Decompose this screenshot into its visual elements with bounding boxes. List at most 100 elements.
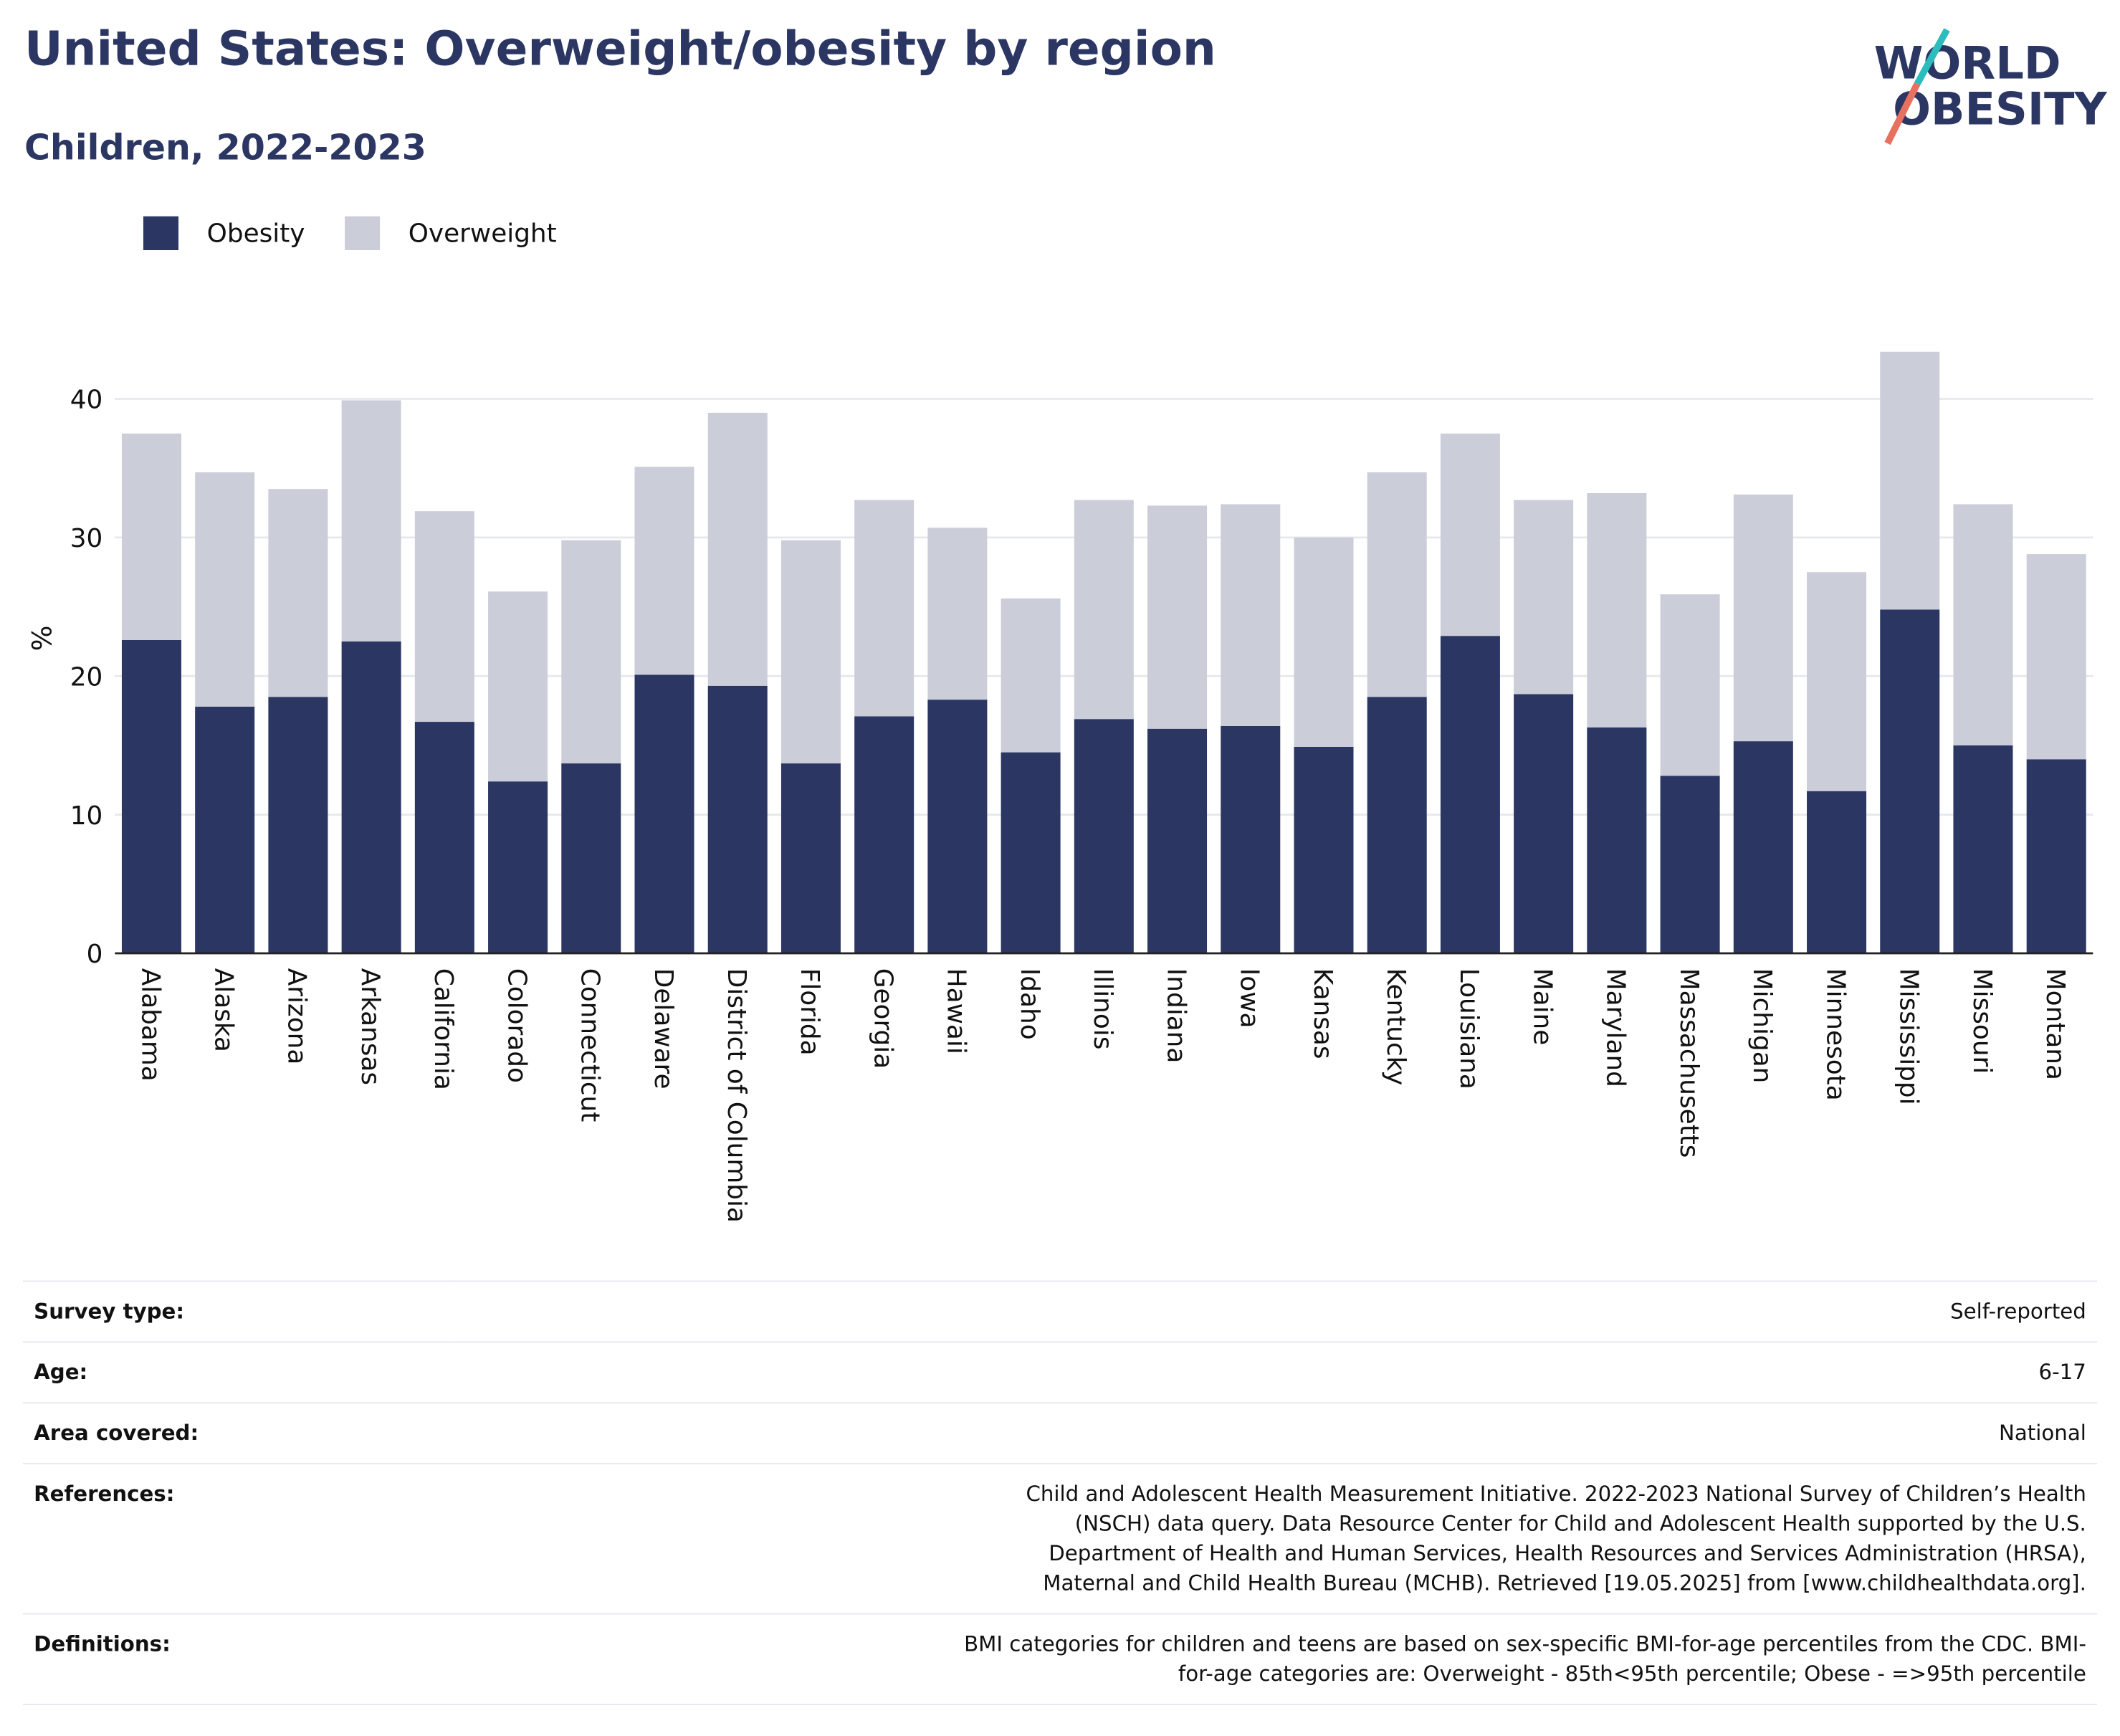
y-tick-label: 10 [70, 801, 103, 831]
y-tick-label: 30 [70, 524, 103, 553]
bar-segment [1001, 752, 1061, 953]
x-tick-label: Maine [1527, 968, 1557, 1046]
bar-segment [2026, 554, 2086, 760]
info-row: Age: 6-17 [23, 1341, 2097, 1404]
info-row: Definitions: BMI categories for children … [23, 1613, 2097, 1705]
info-table: Survey type: Self-reported Age: 6-17 Area co… [23, 1280, 2097, 1705]
info-row: Area covered: National [23, 1402, 2097, 1465]
bar-segment [1440, 636, 1500, 953]
bar-segment [927, 700, 988, 953]
x-tick-label: Mississippi [1894, 968, 1924, 1105]
bar-segment [341, 400, 401, 642]
bar-segment [341, 641, 401, 953]
bar-segment [1367, 472, 1427, 697]
bar-segment [1221, 504, 1281, 726]
bar-segment [1294, 746, 1354, 953]
chart-title: United States: Overweight/obesity by reg… [24, 22, 1216, 77]
info-label: Definitions: [23, 1613, 451, 1705]
x-tick-label: District of Columbia [722, 968, 751, 1223]
bar-segment [854, 716, 915, 953]
bar-segment [1001, 598, 1061, 753]
bar-segment [1440, 433, 1500, 636]
bar-segment [1587, 727, 1647, 953]
x-tick-label: California [429, 968, 458, 1090]
bar-segment [195, 472, 255, 707]
x-tick-label: Louisiana [1454, 968, 1484, 1089]
bar-segment [1733, 741, 1793, 953]
x-tick-label: Alabama [135, 968, 165, 1082]
x-tick-label: Kansas [1308, 968, 1337, 1059]
x-tick-label: Hawaii [942, 968, 971, 1054]
x-tick-label: Montana [2040, 968, 2070, 1080]
x-tick-label: Idaho [1015, 968, 1044, 1040]
bar-segment [707, 685, 768, 953]
info-value: BMI categories for children and teens ar… [450, 1613, 2097, 1705]
bar-segment [1953, 504, 2013, 745]
info-value: 6-17 [450, 1341, 2097, 1404]
x-tick-label: Colorado [502, 968, 531, 1083]
info-value: Child and Adolescent Health Measurement … [450, 1463, 2097, 1615]
x-tick-label: Michigan [1747, 968, 1777, 1084]
bar-segment [488, 781, 548, 953]
bar-segment [1880, 609, 1940, 953]
logo-slash-top [1914, 28, 1950, 86]
x-tick-label: Illinois [1088, 968, 1117, 1050]
bar-segment [634, 467, 694, 675]
bar-segment [414, 722, 474, 953]
x-tick-label: Minnesota [1820, 968, 1850, 1101]
bar-segment [2026, 759, 2086, 953]
bar-segment [854, 500, 915, 717]
bar-segment [634, 674, 694, 953]
legend-label: Obesity [207, 219, 305, 249]
bar-segment [1074, 500, 1134, 720]
bar-segment [1733, 494, 1793, 742]
x-tick-label: Connecticut [576, 968, 605, 1122]
legend-swatch [345, 216, 381, 251]
y-tick-label: 20 [70, 662, 103, 692]
bar-segment [414, 511, 474, 722]
info-value: Self-reported [450, 1280, 2097, 1343]
info-row: References: Child and Adolescent Health M… [23, 1463, 2097, 1615]
bar-segment [1660, 776, 1720, 953]
bar-segment [1807, 791, 1867, 953]
x-tick-label: Iowa [1235, 968, 1264, 1029]
bar-segment [1807, 572, 1867, 791]
logo-line2: OBESITY [1893, 83, 2107, 135]
chart: United States: Overweight/obesity by reg… [24, 22, 2107, 1223]
bar-segment [268, 489, 328, 697]
logo-line1: WORLD [1874, 37, 2061, 89]
x-tick-label: Georgia [868, 968, 897, 1069]
bar-segment [121, 639, 181, 953]
x-tick-label: Arizona [282, 968, 312, 1065]
bar-segment [780, 540, 841, 764]
bar-segment [121, 433, 181, 640]
chart-subtitle: Children, 2022-2023 [24, 127, 426, 168]
bar-segment [1147, 728, 1208, 953]
x-tick-label: Maryland [1601, 968, 1630, 1087]
y-tick-label: 0 [87, 940, 103, 969]
bar-segment [561, 763, 621, 953]
x-tick-label: Indiana [1161, 968, 1190, 1064]
bar-segment [1953, 745, 2013, 953]
x-tick-label: Florida [795, 968, 824, 1056]
bar-segment [195, 706, 255, 953]
bar-segment [1880, 351, 1940, 610]
info-label: References: [23, 1463, 451, 1615]
bar-segment [561, 540, 621, 764]
x-tick-label: Missouri [1967, 968, 1997, 1074]
bar-segment [707, 412, 768, 686]
bar-segment [1147, 505, 1208, 729]
info-label: Age: [23, 1341, 451, 1404]
x-tick-label: Kentucky [1381, 968, 1410, 1086]
x-tick-label: Delaware [649, 968, 678, 1089]
bar-segment [1074, 719, 1134, 953]
info-row: Survey type: Self-reported [23, 1280, 2097, 1343]
legend-label: Overweight [409, 219, 557, 249]
bar-segment [268, 697, 328, 953]
x-tick-label: Massachusetts [1674, 968, 1704, 1158]
x-tick-label: Arkansas [355, 968, 385, 1085]
info-value: National [450, 1402, 2097, 1465]
bar-segment [1660, 594, 1720, 776]
